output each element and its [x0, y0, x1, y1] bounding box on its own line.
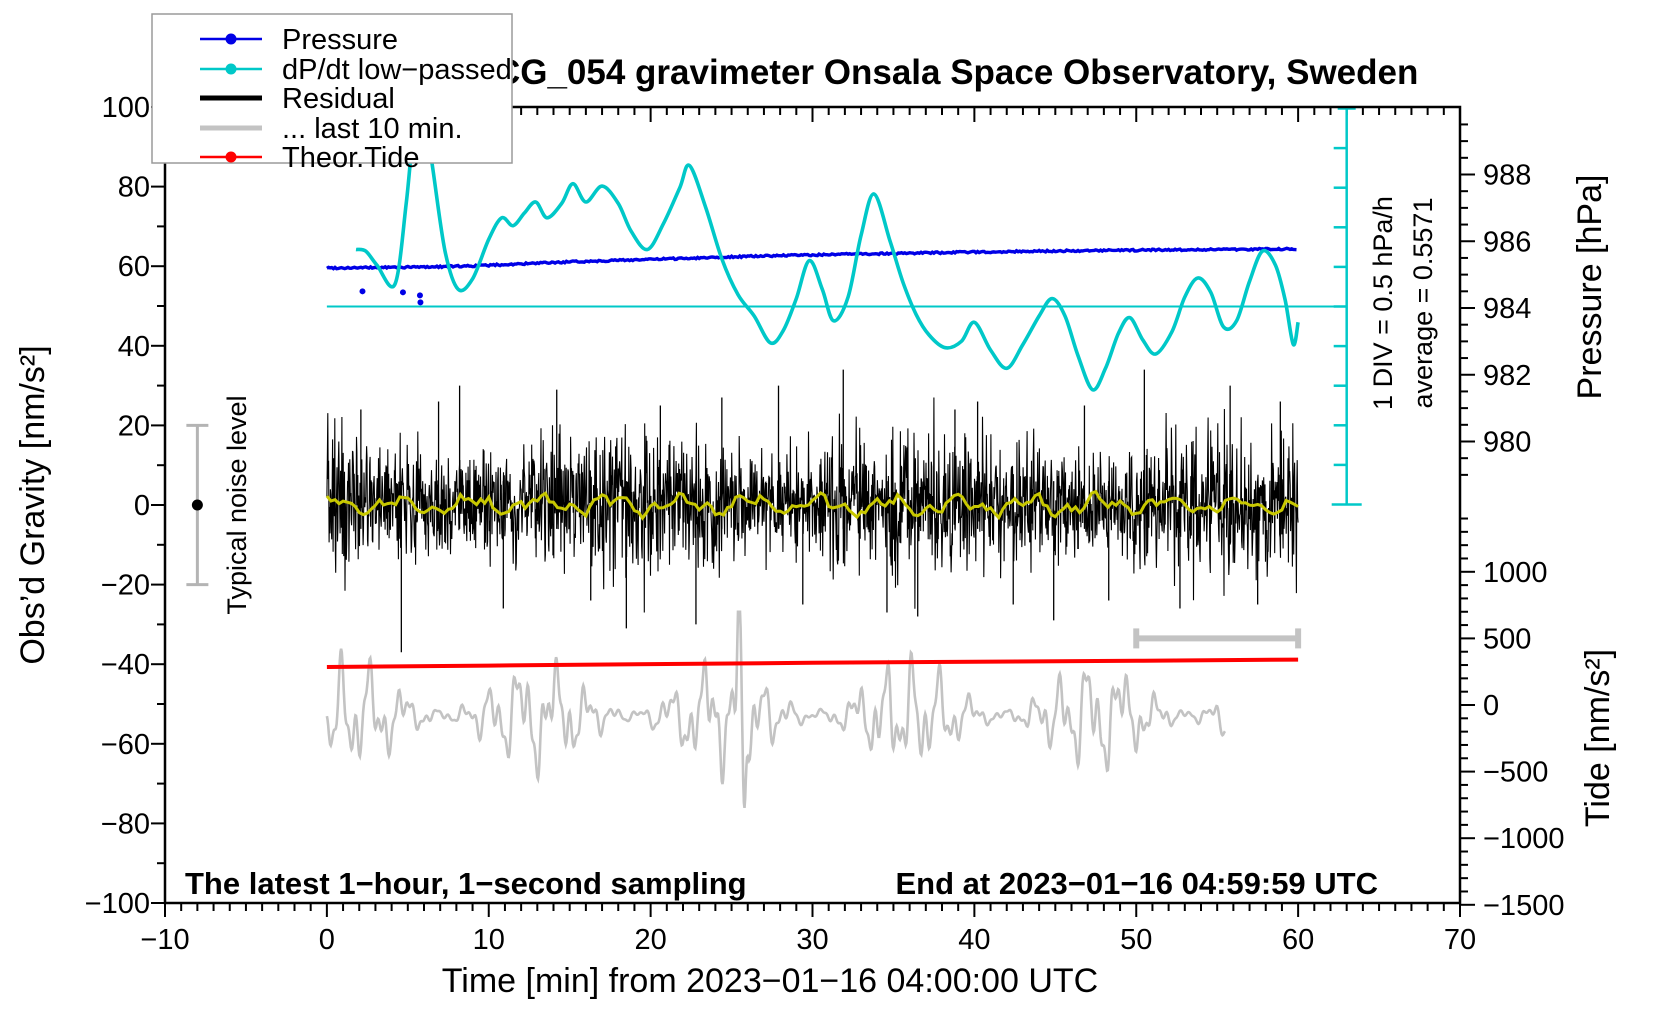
pressure-outlier-dot [399, 289, 406, 296]
y-pressure-tick-label: 984 [1483, 293, 1531, 325]
series-layer [325, 107, 1347, 809]
legend-marker-pressure [225, 33, 237, 45]
y-tide-tick-label: −1500 [1483, 890, 1564, 922]
pressure-outlier-dot [417, 299, 424, 306]
y-tide-tick-label: 0 [1483, 690, 1499, 722]
y-pressure-tick-label: 988 [1483, 160, 1531, 192]
y-tide-tick-label: 500 [1483, 623, 1531, 655]
y-left-tick-label: −80 [101, 808, 150, 840]
x-tick-label: 50 [1120, 924, 1152, 956]
legend: Pressure dP/dt low−passed Residual ... l… [151, 13, 513, 174]
end-time-note: End at 2023−01−16 04:59:59 UTC [896, 866, 1379, 901]
pressure-outlier-dot [416, 292, 423, 299]
noise-errorbar-dot [191, 499, 203, 511]
y-left-tick-label: 60 [118, 251, 150, 283]
y-tide-tick-label: −1000 [1483, 823, 1564, 855]
chart-title: SCG_054 gravimeter Onsala Space Observat… [472, 53, 1419, 92]
sampling-note: The latest 1−hour, 1−second sampling [185, 866, 747, 901]
plot-frame [163, 105, 1462, 905]
x-tick-label: 10 [473, 924, 505, 956]
y-tide-tick-label: 1000 [1483, 557, 1548, 589]
theor-tide-curve [326, 657, 1299, 669]
y-axis-title-tide: Tide [nm/s²] [1579, 649, 1617, 827]
legend-marker-tide [225, 151, 237, 163]
x-tick-label: −10 [140, 924, 189, 956]
y-axis-title-pressure: Pressure [hPa] [1571, 175, 1609, 400]
div-scale-label: 1 DIV = 0.5 hPa/h [1368, 196, 1398, 410]
legend-label-tide: Theor.Tide [282, 142, 420, 174]
x-axis-title: Time [min] from 2023−01−16 04:00:00 UTC [442, 962, 1098, 1000]
y-pressure-tick-label: 980 [1483, 427, 1531, 459]
x-tick-label: 40 [958, 924, 990, 956]
y-pressure-tick-label: 982 [1483, 360, 1531, 392]
x-tick-label: 30 [796, 924, 828, 956]
x-tick-label: 60 [1282, 924, 1314, 956]
y-left-tick-label: −100 [85, 888, 150, 920]
residual-smoothed-curve [325, 489, 1299, 521]
y-left-tick-label: −60 [101, 729, 150, 761]
x-tick-label: 70 [1444, 924, 1476, 956]
x-tick-label: 0 [319, 924, 335, 956]
average-rate-label: average = 0.5571 [1408, 198, 1438, 409]
y-left-tick-label: −40 [101, 649, 150, 681]
y-tide-tick-label: −500 [1483, 757, 1548, 789]
x-tick-label: 20 [634, 924, 666, 956]
y-left-tick-label: 20 [118, 410, 150, 442]
pressure-outlier-dot [359, 288, 366, 295]
last10-residual-curve [325, 610, 1227, 809]
y-pressure-tick-label: 986 [1483, 226, 1531, 258]
legend-marker-dpdt [225, 63, 237, 75]
residual-curve [326, 397, 1299, 613]
y-left-tick-label: 100 [102, 92, 150, 124]
overlays-layer [186, 107, 1362, 649]
legend-label-pressure: Pressure [282, 24, 398, 56]
y-left-tick-label: 40 [118, 331, 150, 363]
dpdt-curve [355, 107, 1300, 392]
legend-label-dpdt: dP/dt low−passed [282, 54, 512, 86]
y-left-tick-label: −20 [101, 570, 150, 602]
noise-level-label: Typical noise level [222, 395, 252, 614]
y-left-tick-label: 0 [134, 490, 150, 522]
y-axis-title-gravity: Obs’d Gravity [nm/s²] [14, 345, 52, 664]
pressure-curve [326, 246, 1297, 271]
legend-label-residual: Residual [282, 83, 395, 115]
legend-label-last10: ... last 10 min. [282, 113, 463, 145]
y-left-tick-label: 80 [118, 172, 150, 204]
